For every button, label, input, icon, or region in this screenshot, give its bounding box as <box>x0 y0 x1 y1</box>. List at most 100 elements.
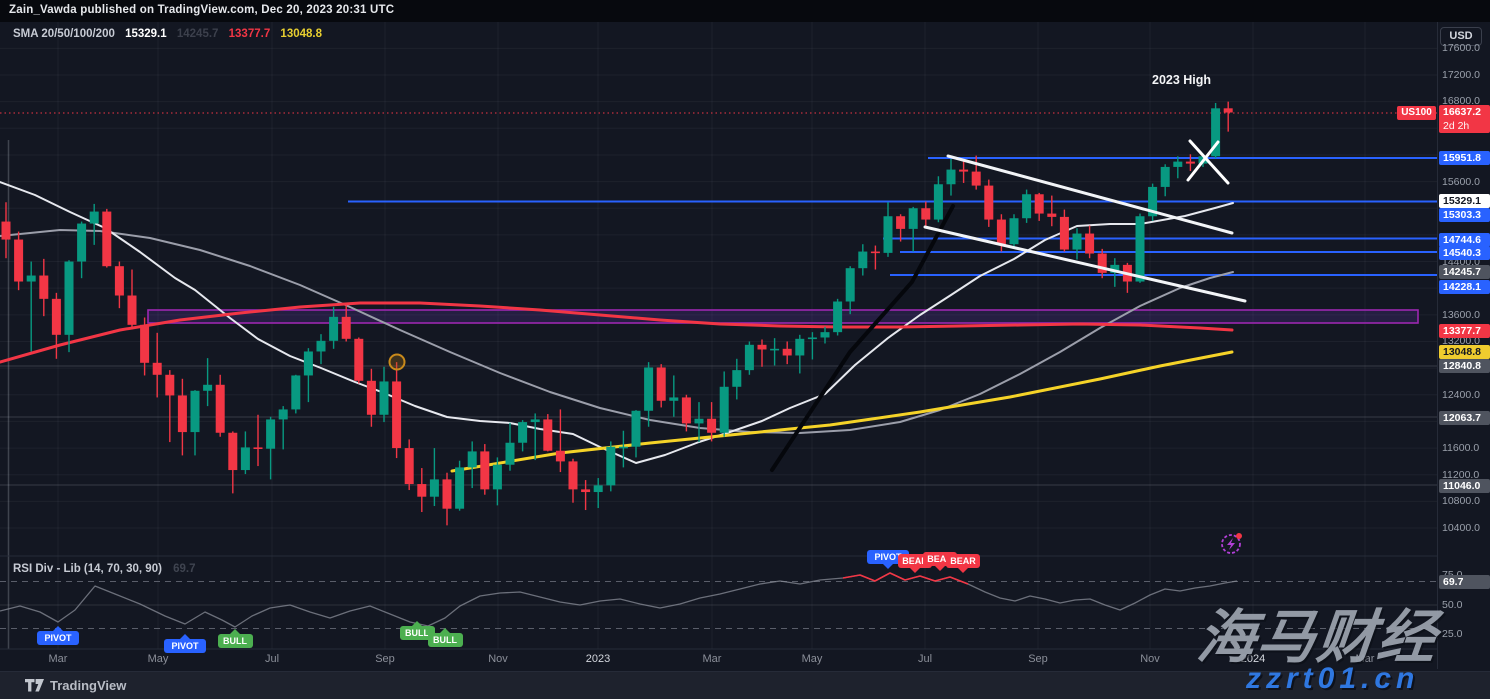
candle-body <box>467 451 477 468</box>
candle-body <box>1 221 11 240</box>
time-axis-label: Jul <box>264 653 280 665</box>
candle-body <box>669 397 679 401</box>
sma-line-sma200 <box>450 350 1234 473</box>
time-axis-label: 2023 <box>585 653 611 665</box>
bear-marker[interactable]: BEAR <box>946 554 980 573</box>
indicator-legend-sma[interactable]: SMA 20/50/100/200 15329.1 14245.7 13377.… <box>13 28 329 40</box>
price-tick: 13600.0 <box>1442 309 1480 321</box>
bull-marker[interactable]: BULL <box>427 628 463 647</box>
pivot-marker[interactable]: PIVOT <box>164 634 206 653</box>
candle-body <box>618 446 628 449</box>
candle-body <box>820 332 830 338</box>
candle-body <box>1135 216 1145 282</box>
price-level-tag: 15329.1 <box>1439 194 1490 208</box>
bull-marker[interactable]: BULL <box>217 629 253 648</box>
price-level-tag: 14245.7 <box>1439 265 1490 279</box>
boost-lightning-icon[interactable] <box>1221 533 1242 554</box>
tradingview-logo-icon <box>25 679 44 692</box>
candle-body <box>807 337 817 340</box>
candle-body <box>203 384 213 391</box>
candle-body <box>354 338 364 381</box>
candle-body <box>455 467 465 509</box>
rsi-current-value: 69.7 <box>173 563 196 575</box>
time-axis-label: Sep <box>375 653 395 665</box>
candle-body <box>253 447 263 450</box>
black-trendline[interactable] <box>770 204 955 472</box>
tradingview-logo-text: TradingView <box>50 678 127 693</box>
candle-body <box>177 395 187 433</box>
candle-body <box>228 432 238 471</box>
candle-body <box>971 171 981 186</box>
time-axis-label: Nov <box>488 653 508 665</box>
x-mark-stroke[interactable] <box>1188 139 1230 185</box>
price-axis[interactable]: USD 17600.0 17200.0 16800.0 15600.0 14400.0 1… <box>1437 22 1490 669</box>
price-tick: 15600.0 <box>1442 176 1480 188</box>
time-axis-label: Sep <box>1028 653 1048 665</box>
time-axis-label: Nov <box>1140 653 1160 665</box>
price-tick: 17600.0 <box>1442 42 1480 54</box>
candle-body <box>833 301 843 333</box>
pivot-marker[interactable]: PIVOT <box>37 626 79 645</box>
candle-body <box>303 351 313 376</box>
rsi-line <box>0 572 1238 628</box>
candle-body <box>404 448 414 485</box>
candle-body <box>1160 166 1170 187</box>
candle-body <box>240 447 250 471</box>
candle-body <box>845 268 855 302</box>
candle-body <box>1097 253 1107 273</box>
candle-body <box>581 489 591 493</box>
candle-body <box>1148 186 1158 217</box>
sma-line-sma50 <box>0 229 1234 434</box>
candle-body <box>782 348 792 356</box>
last-price-value: 16637.2 <box>1443 106 1481 118</box>
candle-body <box>1034 194 1044 214</box>
candle-body <box>278 409 288 420</box>
channel-upper-line[interactable] <box>946 154 1234 235</box>
time-axis-label: Mar <box>48 653 68 665</box>
purple-supply-zone[interactable] <box>147 309 1419 324</box>
orange-circle-marker[interactable] <box>388 353 406 371</box>
watermark-site-url: zzrt01.cn <box>1246 662 1420 695</box>
candle-body <box>707 418 717 433</box>
candle-body <box>140 324 150 363</box>
sma200-value: 13048.8 <box>280 28 322 40</box>
candle-body <box>530 419 540 423</box>
gray-horizontal-levels <box>0 365 1437 486</box>
candle-body <box>744 344 754 371</box>
tradingview-logo[interactable]: TradingView <box>25 678 126 693</box>
candle-body <box>1022 194 1032 219</box>
candle-body <box>870 251 880 254</box>
candle-body <box>64 261 74 335</box>
candle-body <box>1059 216 1069 250</box>
candle-body <box>127 295 137 325</box>
candle-body <box>266 419 276 449</box>
currency-toggle-button[interactable]: USD <box>1440 27 1482 46</box>
x-mark-stroke[interactable] <box>1186 140 1220 182</box>
candle-body <box>921 208 931 220</box>
time-axis-label: 2024 <box>1240 653 1266 665</box>
candle-body <box>1009 218 1019 245</box>
indicator-legend-rsi[interactable]: RSI Div - Lib (14, 70, 30, 90) 69.7 <box>13 563 196 575</box>
candle-body <box>1085 233 1095 254</box>
time-axis-label: Jul <box>917 653 933 665</box>
price-level-tag: 14540.3 <box>1439 246 1490 260</box>
candle-body <box>316 340 326 352</box>
price-tick: 16800.0 <box>1442 95 1480 107</box>
price-level-tag: 15951.8 <box>1439 151 1490 165</box>
candle-body <box>858 251 868 269</box>
bull-marker[interactable]: BULL <box>399 621 435 640</box>
candle-body <box>1047 213 1057 217</box>
sma50-value: 14245.7 <box>176 28 219 40</box>
candle-body <box>190 390 200 433</box>
candle-body <box>694 418 704 424</box>
candle-body <box>114 266 124 296</box>
candle-body <box>329 316 339 341</box>
rsi-axis-tick: 25.0 <box>1442 628 1463 640</box>
candle-body <box>996 219 1006 245</box>
time-axis-label: May <box>801 653 823 665</box>
candle-body <box>896 216 906 229</box>
channel-lower-line[interactable] <box>923 225 1247 303</box>
candle-body <box>719 386 729 433</box>
candle-body <box>883 216 893 253</box>
